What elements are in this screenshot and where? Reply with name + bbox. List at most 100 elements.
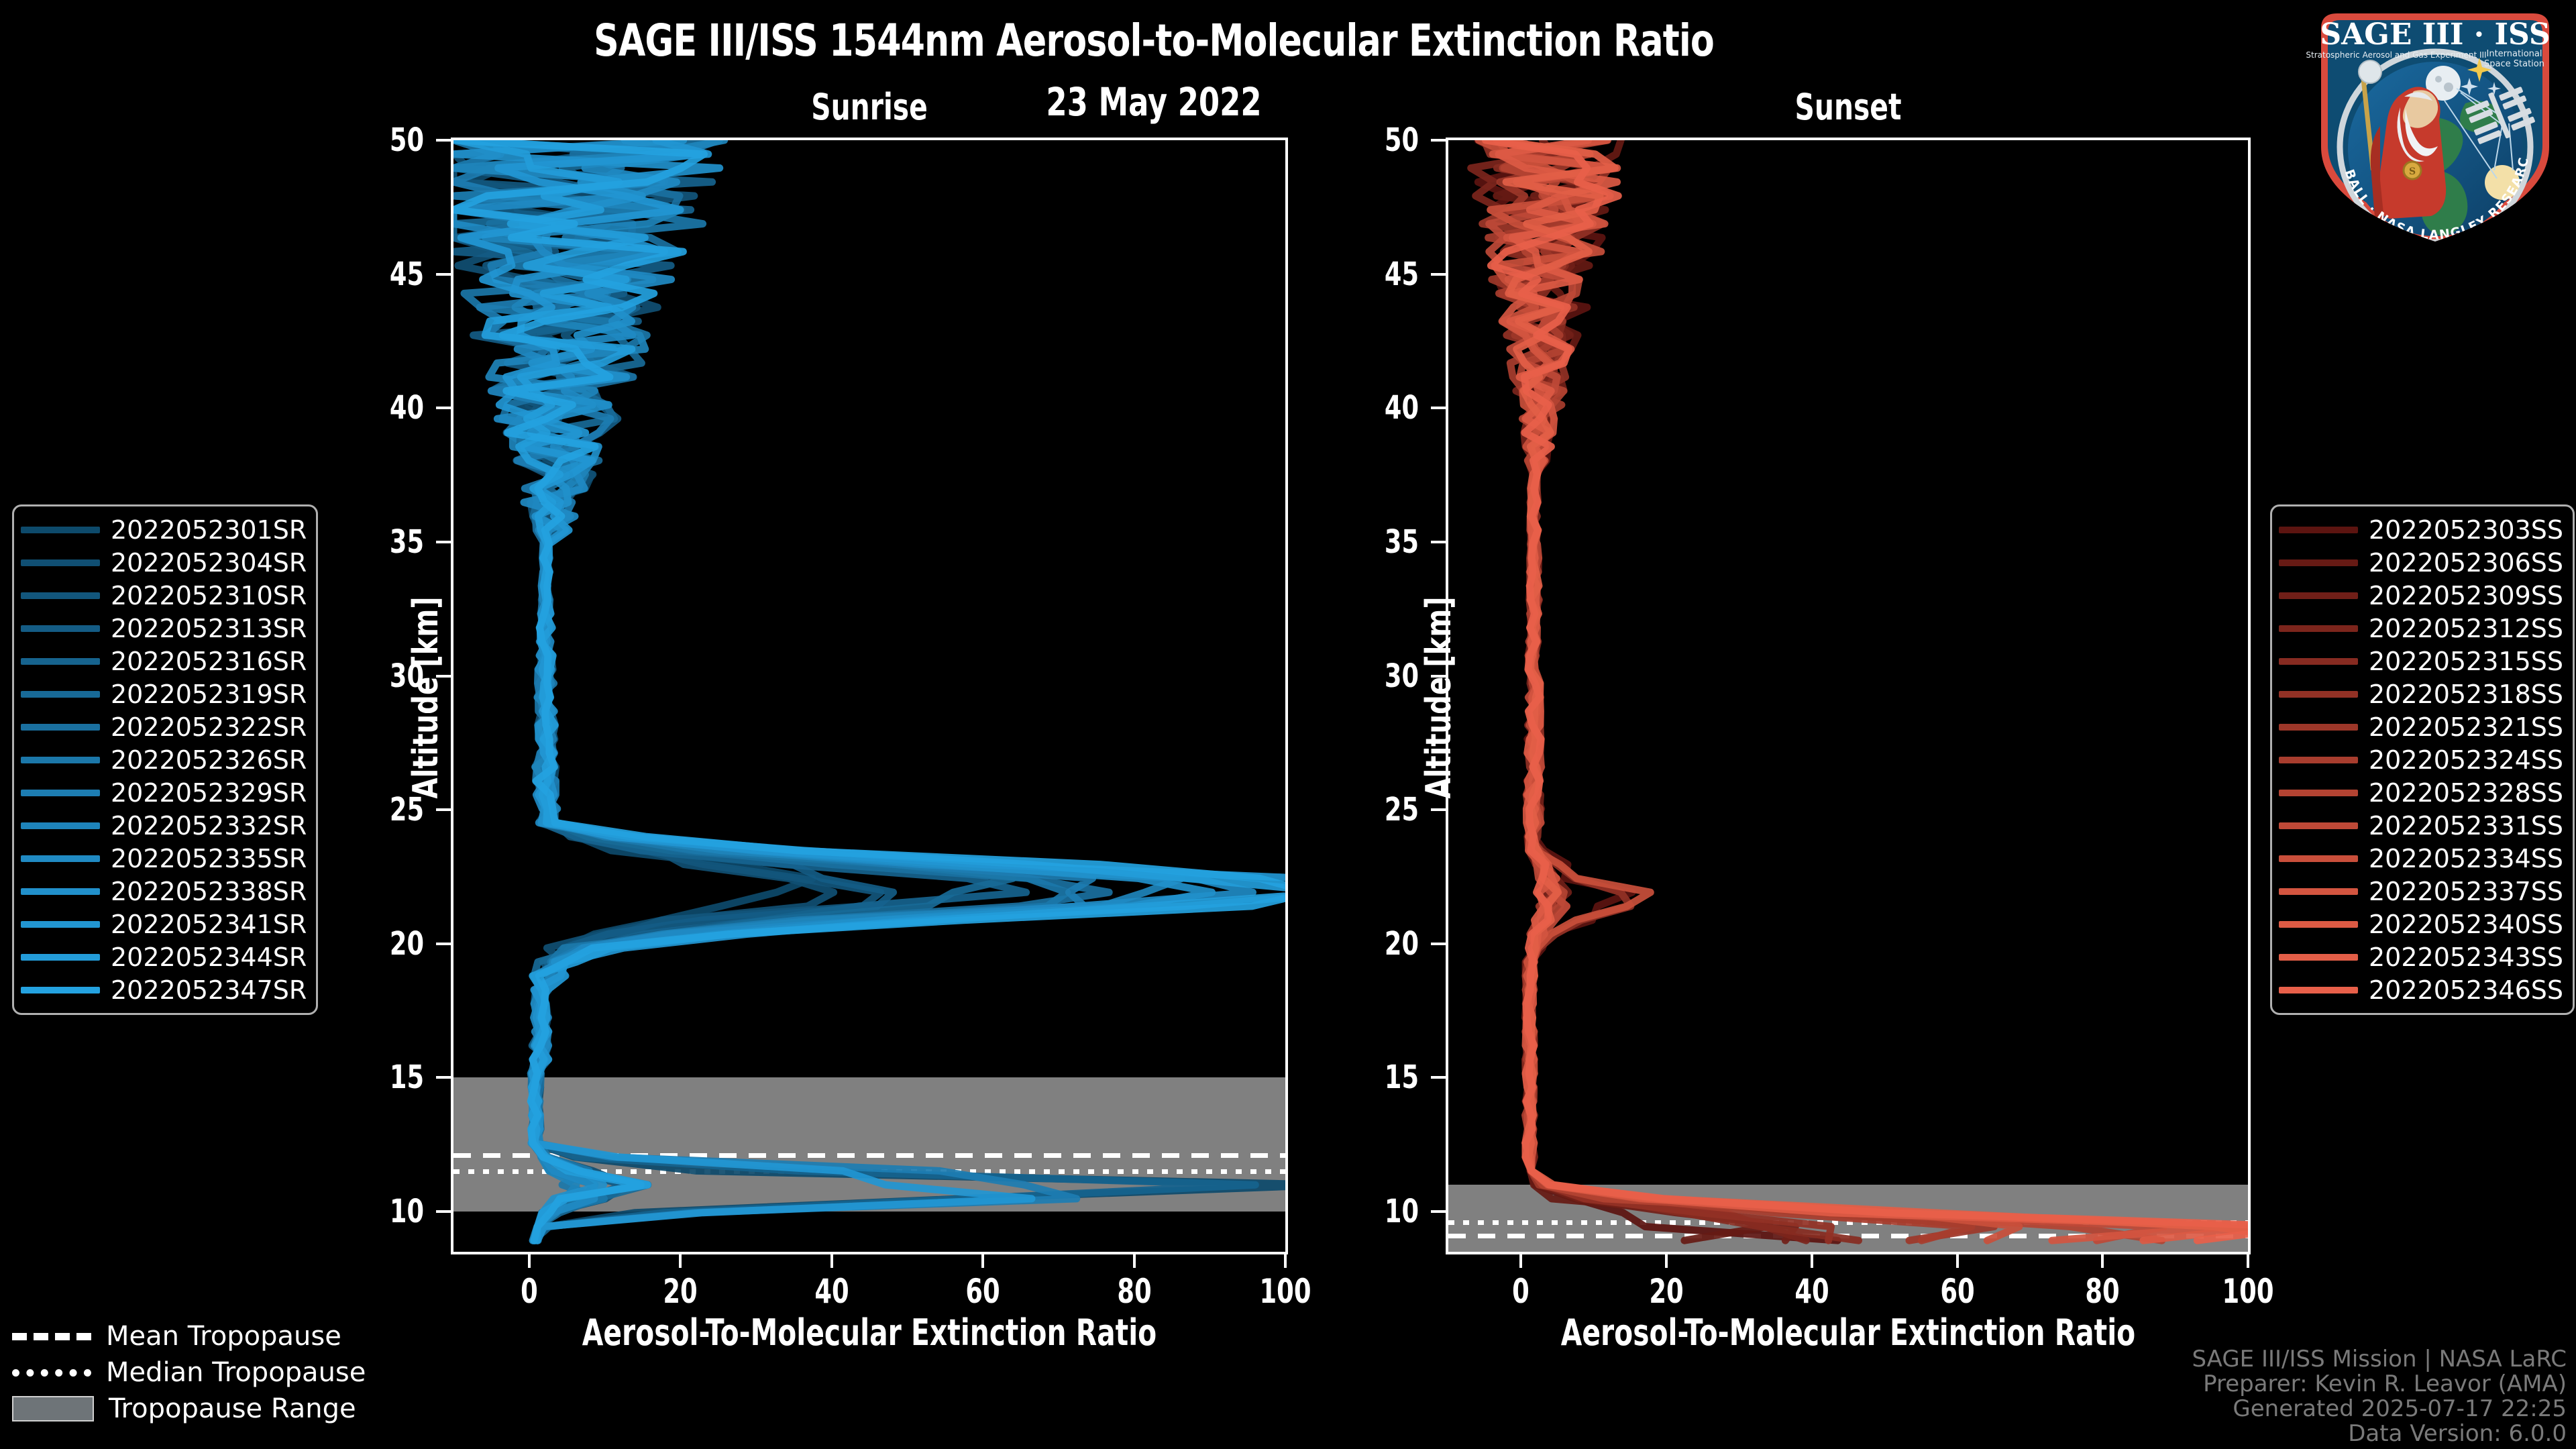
legend-item-label: 2022052346SS xyxy=(2369,975,2564,1005)
legend-item-label: 2022052309SS xyxy=(2369,580,2564,610)
legend-color-swatch xyxy=(21,789,100,796)
legend-item-label: 2022052338SR xyxy=(111,876,307,906)
legend-item[interactable]: 2022052337SS xyxy=(2279,875,2563,908)
legend-item[interactable]: 2022052326SR xyxy=(21,743,307,776)
profile-line xyxy=(1495,140,2248,1244)
legend-item[interactable]: 2022052318SS xyxy=(2279,678,2563,710)
legend-item-label: 2022052337SS xyxy=(2369,876,2564,906)
legend-item[interactable]: 2022052324SS xyxy=(2279,743,2563,776)
y-axis-tick-label: 20 xyxy=(389,924,424,963)
legend-item[interactable]: 2022052309SS xyxy=(2279,579,2563,612)
legend-item-label: 2022052304SR xyxy=(111,547,307,578)
legend-item[interactable]: 2022052322SR xyxy=(21,710,307,743)
legend-item[interactable]: 2022052331SS xyxy=(2279,809,2563,842)
legend-item[interactable]: 2022052340SS xyxy=(2279,908,2563,941)
x-axis-tick-label: 100 xyxy=(2222,1272,2274,1311)
sunset-legend[interactable]: 2022052303SS 2022052306SS 2022052309SS 2022… xyxy=(2270,504,2575,1015)
legend-color-swatch xyxy=(2279,953,2358,961)
legend-item[interactable]: 2022052338SR xyxy=(21,875,307,908)
dashed-line-icon xyxy=(12,1332,91,1340)
legend-item-label: 2022052313SR xyxy=(111,613,307,643)
y-axis-tick xyxy=(1431,407,1446,410)
legend-item[interactable]: 2022052316SR xyxy=(21,645,307,678)
footer-line-generated: Generated 2025-07-17 22:25 xyxy=(2233,1395,2567,1422)
legend-item[interactable]: 2022052344SR xyxy=(21,941,307,973)
legend-item[interactable]: 2022052335SR xyxy=(21,842,307,875)
tropopause-legend: Mean Tropopause Median Tropopause Tropop… xyxy=(12,1318,428,1427)
legend-color-swatch xyxy=(21,625,100,632)
x-axis-tick-label: 80 xyxy=(2085,1272,2120,1311)
legend-item-label: 2022052326SR xyxy=(111,745,307,775)
legend-color-swatch xyxy=(2279,756,2358,763)
legend-item[interactable]: 2022052312SS xyxy=(2279,612,2563,645)
legend-item[interactable]: 2022052343SS xyxy=(2279,941,2563,973)
footer-credits: SAGE III/ISS Mission | NASA LaRC Prepare… xyxy=(2192,1347,2567,1446)
logo-subtitle-right-2: Space Station xyxy=(2484,59,2544,69)
legend-item[interactable]: 2022052321SS xyxy=(2279,710,2563,743)
x-axis-tick xyxy=(2101,1254,2104,1268)
legend-item[interactable]: 2022052332SR xyxy=(21,809,307,842)
y-axis-tick xyxy=(1431,1210,1446,1214)
y-axis-tick-label: 40 xyxy=(1384,389,1419,427)
legend-color-swatch xyxy=(21,657,100,665)
legend-item[interactable]: 2022052306SS xyxy=(2279,546,2563,579)
x-axis-tick xyxy=(830,1254,833,1268)
legend-item[interactable]: 2022052319SR xyxy=(21,678,307,710)
profile-line xyxy=(453,140,1285,1244)
legend-item[interactable]: 2022052346SS xyxy=(2279,973,2563,1006)
sunrise-plot-area xyxy=(451,138,1288,1254)
legend-item[interactable]: 2022052329SR xyxy=(21,776,307,809)
legend-item[interactable]: 2022052328SS xyxy=(2279,776,2563,809)
legend-item-label: 2022052329SR xyxy=(111,777,307,808)
sunrise-legend[interactable]: 2022052301SR 2022052304SR 2022052310SR 2022… xyxy=(12,504,319,1015)
legend-color-swatch xyxy=(21,723,100,731)
median-tropopause-line-sunset xyxy=(1448,1220,2248,1226)
y-axis-tick xyxy=(1431,808,1446,812)
y-axis-tick-label: 45 xyxy=(1384,255,1419,293)
legend-color-swatch xyxy=(2279,559,2358,566)
legend-color-swatch xyxy=(21,559,100,566)
logo-title: SAGE III · ISS xyxy=(2320,17,2550,52)
legend-item[interactable]: 2022052303SS xyxy=(2279,513,2563,546)
y-axis-tick xyxy=(1431,1076,1446,1079)
x-axis-tick-label: 40 xyxy=(814,1272,849,1311)
legend-item[interactable]: 2022052301SR xyxy=(21,513,307,546)
legend-item-label: 2022052332SR xyxy=(111,810,307,841)
legend-item[interactable]: 2022052304SR xyxy=(21,546,307,579)
sunrise-panel-title: Sunrise xyxy=(811,86,928,128)
y-axis-tick xyxy=(436,540,451,543)
legend-color-swatch xyxy=(2279,920,2358,928)
footer-line-preparer: Preparer: Kevin R. Leavor (AMA) xyxy=(2203,1371,2567,1397)
legend-color-swatch xyxy=(2279,986,2358,994)
legend-item[interactable]: 2022052310SR xyxy=(21,579,307,612)
x-axis-tick-label: 60 xyxy=(1939,1272,1975,1311)
legend-item-mean-tropopause: Mean Tropopause xyxy=(12,1318,428,1354)
x-axis-tick xyxy=(1665,1254,1668,1268)
svg-text:S: S xyxy=(2409,166,2416,177)
legend-item-label: 2022052343SS xyxy=(2369,942,2564,972)
legend-item[interactable]: 2022052347SR xyxy=(21,973,307,1006)
legend-item[interactable]: 2022052341SR xyxy=(21,908,307,941)
legend-color-swatch xyxy=(2279,822,2358,829)
legend-item[interactable]: 2022052334SS xyxy=(2279,842,2563,875)
x-axis-tick xyxy=(1955,1254,1959,1268)
profile-line xyxy=(453,140,1285,1244)
legend-item-label: 2022052328SS xyxy=(2369,777,2564,808)
mean-tropopause-line-sunrise xyxy=(453,1153,1285,1159)
legend-item-label: 2022052341SR xyxy=(111,909,307,939)
legend-color-swatch xyxy=(2279,690,2358,698)
y-axis-tick-label: 35 xyxy=(1384,523,1419,561)
legend-item-label: 2022052335SR xyxy=(111,843,307,873)
y-axis-tick xyxy=(1431,942,1446,945)
y-axis-tick xyxy=(1431,139,1446,142)
legend-item-label: 2022052319SR xyxy=(111,679,307,709)
y-axis-tick xyxy=(436,942,451,945)
x-axis-tick-label: 80 xyxy=(1116,1272,1152,1311)
x-axis-tick xyxy=(981,1254,985,1268)
page-title: SAGE III/ISS 1544nm Aerosol-to-Molecular… xyxy=(594,15,1715,66)
legend-color-swatch xyxy=(21,986,100,994)
legend-item-label: 2022052318SS xyxy=(2369,679,2564,709)
legend-item[interactable]: 2022052315SS xyxy=(2279,645,2563,678)
legend-color-swatch xyxy=(21,592,100,599)
legend-item[interactable]: 2022052313SR xyxy=(21,612,307,645)
